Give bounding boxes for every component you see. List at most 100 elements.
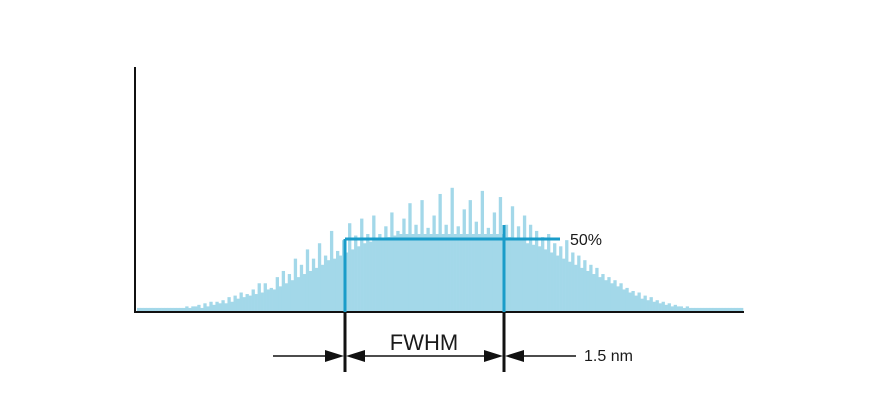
histogram-bar xyxy=(170,307,174,311)
histogram-bar xyxy=(724,307,729,311)
histogram-bar xyxy=(519,240,524,311)
histogram-bar xyxy=(366,234,370,311)
histogram-bar xyxy=(233,295,237,311)
histogram-bar xyxy=(559,246,563,311)
histogram-bar xyxy=(299,264,304,311)
histogram-bar xyxy=(417,234,421,311)
histogram-bar xyxy=(721,307,726,311)
histogram-bar xyxy=(236,298,240,311)
histogram-bar xyxy=(513,238,518,311)
histogram-bar xyxy=(477,234,481,311)
histogram-bar xyxy=(706,307,711,311)
histogram-bar xyxy=(592,274,596,311)
histogram-bar xyxy=(191,306,195,311)
histogram-bar xyxy=(462,209,466,311)
histogram-bar xyxy=(670,306,674,311)
histogram-bar xyxy=(694,307,699,311)
histogram-bar xyxy=(269,287,273,311)
histogram-bar xyxy=(251,289,255,311)
histogram-bar xyxy=(155,307,159,311)
histogram-bar xyxy=(381,238,385,311)
histogram-bar xyxy=(188,307,192,311)
histogram-bar xyxy=(263,283,267,311)
histogram-bar xyxy=(320,264,325,311)
outer-right-arrow xyxy=(505,350,576,362)
histogram-bar xyxy=(679,306,683,311)
histogram-bar xyxy=(667,303,671,311)
histogram-bar xyxy=(408,203,412,311)
histogram-bar xyxy=(727,307,732,311)
histogram-bar xyxy=(363,243,367,311)
histogram-bar xyxy=(242,297,246,311)
histogram-bar xyxy=(652,301,656,311)
histogram-bar xyxy=(562,258,566,311)
histogram-bar xyxy=(164,307,168,311)
histogram-bar xyxy=(149,307,153,311)
histogram-bar xyxy=(471,234,475,311)
histogram-bar xyxy=(218,303,222,311)
histogram-bar xyxy=(348,223,352,311)
histogram-bar xyxy=(317,243,322,311)
histogram-bar xyxy=(468,200,472,311)
histogram-bar xyxy=(483,234,488,311)
histogram-bar xyxy=(504,224,509,311)
histogram-bar xyxy=(595,267,599,311)
histogram-bar xyxy=(137,307,141,311)
histogram-bar xyxy=(351,249,355,311)
histogram-bar xyxy=(465,234,469,311)
histogram-bar xyxy=(396,230,400,311)
histogram-bar xyxy=(577,255,581,311)
histogram-bar xyxy=(736,307,741,311)
histogram-bar xyxy=(185,306,189,311)
histogram-bar xyxy=(709,307,714,311)
histogram-bar xyxy=(272,289,276,311)
histogram-bar xyxy=(718,307,723,311)
histogram-bar xyxy=(456,226,460,311)
histogram-bar xyxy=(339,255,343,311)
histogram-bar xyxy=(553,243,557,311)
histogram-bar xyxy=(200,307,204,311)
histogram-bar xyxy=(453,234,457,311)
histogram-bar xyxy=(733,307,738,311)
histogram-bar xyxy=(143,307,147,311)
histogram-bar xyxy=(426,227,430,311)
histogram-bar xyxy=(345,252,349,311)
histogram-bar xyxy=(510,206,515,311)
histogram-bar xyxy=(414,224,418,311)
histogram-bar xyxy=(227,297,231,311)
histogram-bar xyxy=(640,298,644,311)
histogram-bar xyxy=(203,303,207,311)
histogram-bar xyxy=(221,300,225,311)
histogram-bar xyxy=(390,212,394,311)
histogram-bar xyxy=(703,307,708,311)
histogram-bar xyxy=(360,218,364,311)
histogram-bar xyxy=(296,277,301,311)
histogram-bar xyxy=(498,197,503,311)
histogram-bar xyxy=(628,292,632,311)
histogram-bar xyxy=(335,250,340,311)
histogram-bar xyxy=(266,289,270,311)
histogram-bar xyxy=(613,280,617,311)
histogram-bar xyxy=(556,255,560,311)
histogram-bar xyxy=(420,200,424,311)
histogram-bar xyxy=(402,218,406,311)
histogram-bar xyxy=(375,240,379,311)
histogram-bar xyxy=(423,234,427,311)
histogram-bar xyxy=(215,301,219,311)
histogram-bar xyxy=(522,215,527,311)
histogram-bar xyxy=(637,292,641,311)
histogram-bar xyxy=(305,249,310,311)
histogram-bar xyxy=(290,280,295,311)
histogram-bar xyxy=(146,307,150,311)
histogram-bar xyxy=(565,240,569,311)
histogram-bar xyxy=(239,292,243,311)
histogram-bar xyxy=(739,307,744,311)
histogram-bar xyxy=(712,307,717,311)
histogram-bar xyxy=(293,258,298,311)
histogram-bar xyxy=(610,283,614,311)
histogram-bar xyxy=(607,277,611,311)
histogram-bar xyxy=(230,301,234,311)
histogram-bar xyxy=(245,294,249,311)
histogram-bar xyxy=(589,264,593,311)
histogram-bar xyxy=(281,270,286,311)
